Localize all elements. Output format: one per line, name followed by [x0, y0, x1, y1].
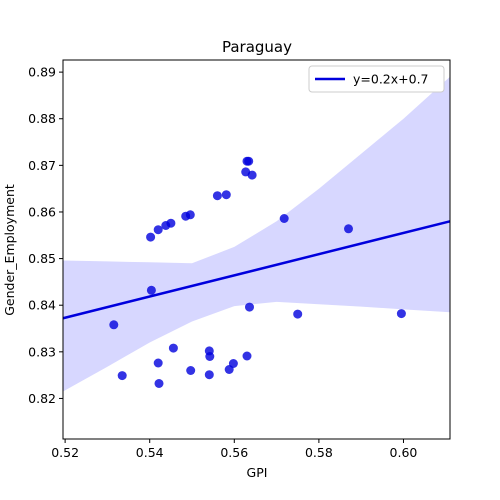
y-tick-label: 0.85 — [28, 251, 56, 266]
legend-box — [308, 65, 445, 93]
data-point — [293, 309, 303, 319]
data-point — [186, 366, 196, 375]
regression-line-layer — [62, 220, 451, 320]
x-axis-ticks: 0.52 0.54 0.56 0.58 0.60 — [51, 439, 417, 460]
scatter-points-layer — [109, 156, 406, 388]
regression-line — [62, 220, 451, 320]
data-point — [244, 156, 254, 166]
y-tick-label: 0.84 — [28, 298, 56, 313]
chart-title: Paraguay — [222, 38, 292, 56]
y-tick-label: 0.83 — [28, 344, 56, 359]
x-tick-label: 0.56 — [220, 445, 248, 460]
data-point — [212, 191, 222, 201]
data-point — [245, 302, 254, 312]
y-tick-label: 0.88 — [28, 111, 56, 126]
y-axis-ticks: 0.82 0.83 0.84 0.85 0.86 0.87 0.88 0.89 — [28, 65, 63, 406]
data-point — [109, 320, 119, 330]
data-point — [228, 359, 238, 368]
data-point — [247, 170, 257, 180]
x-tick-label: 0.58 — [305, 445, 333, 460]
data-point — [204, 370, 214, 380]
legend-entry-label: y=0.2x+0.7 — [353, 72, 429, 87]
data-point — [221, 190, 231, 200]
data-point — [344, 224, 353, 234]
data-point — [185, 210, 195, 220]
data-point — [153, 225, 163, 235]
y-axis-label: Gender_Employment — [2, 184, 17, 316]
data-point — [166, 218, 176, 228]
confidence-band — [63, 76, 450, 392]
data-point — [146, 285, 156, 295]
x-tick-label: 0.60 — [390, 445, 418, 460]
y-tick-label: 0.89 — [28, 65, 56, 80]
plot-frame — [62, 59, 451, 440]
data-point — [154, 379, 164, 388]
legend: y=0.2x+0.7 — [308, 65, 445, 93]
data-point — [205, 352, 215, 361]
y-tick-label: 0.86 — [28, 204, 56, 219]
x-axis-label: GPI — [247, 465, 268, 480]
data-point — [168, 343, 178, 353]
data-point — [279, 214, 289, 223]
y-tick-label: 0.82 — [28, 391, 56, 406]
data-point — [396, 309, 406, 319]
y-tick-label: 0.87 — [28, 158, 56, 173]
x-tick-label: 0.54 — [136, 445, 164, 460]
data-point — [153, 358, 163, 368]
data-point — [117, 371, 127, 381]
x-tick-label: 0.52 — [51, 445, 79, 460]
data-point — [242, 351, 252, 361]
confidence-band-layer — [63, 76, 450, 392]
data-point — [146, 232, 156, 242]
